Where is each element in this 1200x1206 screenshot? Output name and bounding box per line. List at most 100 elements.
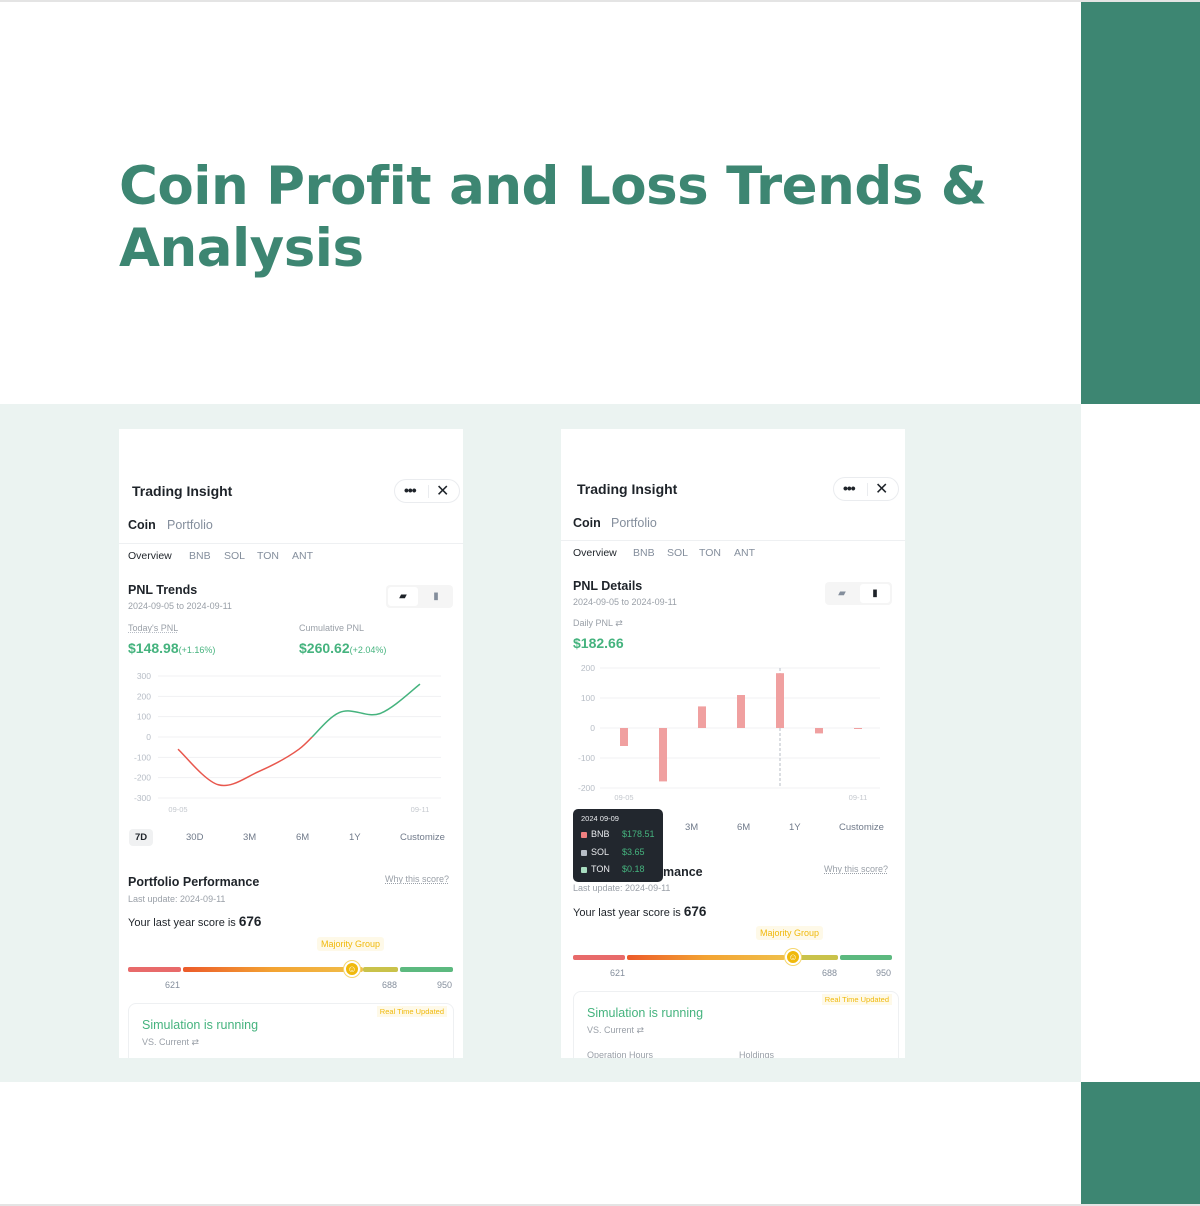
score-bar-high	[400, 967, 453, 972]
range-3m[interactable]: 3M	[685, 822, 699, 833]
section-title: PNL Trends	[128, 583, 198, 597]
pnl-bar	[698, 706, 706, 728]
score-bar-upper	[363, 967, 398, 972]
score-bar-low	[128, 967, 181, 972]
vs-current-toggle[interactable]: VS. Current ⇄	[142, 1037, 199, 1048]
tab-portfolio[interactable]: Portfolio	[611, 516, 657, 530]
subtab-bnb[interactable]: BNB	[189, 550, 211, 562]
header-actions: ••• ✕	[394, 479, 460, 503]
range-1y[interactable]: 1Y	[349, 832, 361, 843]
tab-portfolio[interactable]: Portfolio	[167, 518, 213, 532]
performance-title: mance	[663, 865, 703, 879]
x-tick-label: 09-11	[849, 793, 868, 802]
app-title: Trading Insight	[577, 481, 678, 497]
todays-pnl-label: Today's PNL	[128, 623, 179, 633]
y-tick-label: -100	[578, 753, 595, 763]
divider	[428, 485, 429, 498]
todays-pnl-amount: $148.98	[128, 640, 179, 656]
cumulative-pnl-label: Cumulative PNL	[299, 623, 365, 633]
close-icon[interactable]: ✕	[436, 483, 450, 500]
subtab-sol[interactable]: SOL	[667, 547, 689, 559]
y-tick-label: 100	[581, 693, 595, 703]
app-title: Trading Insight	[132, 483, 233, 499]
why-this-score-link[interactable]: Why this score?	[385, 874, 450, 884]
tooltip-date: 2024 09-09	[581, 814, 619, 823]
y-tick-label: -100	[134, 752, 151, 762]
why-this-score-link[interactable]: Why this score?	[824, 864, 889, 874]
simulation-status: Simulation is running	[142, 1018, 259, 1032]
chart-type-toggle[interactable]: ▰ ▮	[825, 582, 892, 605]
divider	[561, 540, 905, 541]
legend-swatch-sol	[581, 850, 587, 856]
subtab-ton[interactable]: TON	[257, 550, 279, 562]
range-3m[interactable]: 3M	[243, 832, 257, 843]
date-range: 2024-09-05 to 2024-09-11	[128, 601, 232, 611]
swap-icon: ⇄	[191, 1037, 200, 1047]
score-bar-mid	[627, 955, 785, 960]
cumulative-pnl-value: $260.62(+2.04%)	[299, 640, 386, 656]
subtab-overview[interactable]: Overview	[573, 547, 617, 559]
range-6m[interactable]: 6M	[296, 832, 310, 843]
daily-pnl-toggle[interactable]: Daily PNL ⇄	[573, 618, 623, 629]
y-tick-label: 300	[137, 671, 151, 681]
subtab-sol[interactable]: SOL	[224, 550, 246, 562]
tooltip-value: $3.65	[622, 847, 645, 857]
decor-block-top	[1081, 2, 1200, 404]
close-icon[interactable]: ✕	[875, 481, 889, 498]
range-customize[interactable]: Customize	[400, 832, 445, 843]
pnl-bar	[737, 695, 745, 728]
tooltip-value: $0.18	[622, 864, 645, 874]
score-bar-upper	[785, 955, 838, 960]
majority-group-badge: Majority Group	[317, 937, 385, 951]
subtab-bnb[interactable]: BNB	[633, 547, 655, 559]
daily-pnl-value: $182.66	[573, 635, 624, 651]
range-30d[interactable]: 30D	[186, 832, 204, 843]
y-tick-label: 200	[581, 663, 595, 673]
y-tick-label: -200	[578, 783, 595, 793]
range-6m[interactable]: 6M	[737, 822, 751, 833]
bar-chart-icon[interactable]: ▮	[433, 591, 439, 602]
cumulative-pnl-percent: (+2.04%)	[349, 645, 387, 655]
line-chart-icon[interactable]: ▰	[838, 588, 846, 599]
score-tick: 688	[382, 980, 398, 990]
page-title: Coin Profit and Loss Trends & Analysis	[119, 156, 987, 279]
vs-label: VS. Current	[142, 1037, 190, 1047]
tab-coin[interactable]: Coin	[128, 518, 156, 532]
majority-group-badge: Majority Group	[756, 926, 824, 940]
tab-coin[interactable]: Coin	[573, 516, 601, 530]
trading-insight-card-details: Trading Insight ••• ✕ Coin Portfolio Over…	[561, 429, 905, 1058]
vs-current-toggle[interactable]: VS. Current ⇄	[587, 1025, 644, 1036]
pnl-bar	[815, 728, 823, 734]
range-1y[interactable]: 1Y	[789, 822, 801, 833]
score-value: 676	[238, 914, 262, 929]
range-7d[interactable]: 7D	[129, 829, 154, 846]
trading-insight-card-trends: Trading Insight ••• ✕ Coin Portfolio Over…	[119, 429, 463, 1058]
score-text: Your last year score is	[128, 917, 236, 929]
bar-chart-icon[interactable]: ▮	[860, 584, 890, 603]
subtab-overview[interactable]: Overview	[128, 550, 172, 562]
pnl-bar	[620, 728, 628, 746]
vs-label: VS. Current	[587, 1025, 635, 1035]
cumulative-pnl-amount: $260.62	[299, 640, 350, 656]
score-value: 676	[683, 904, 707, 919]
score-marker-smile-icon: ☺	[785, 949, 801, 965]
pnl-line-chart: 300 200 100 0 -100 -200 -300 09-05 09-11	[134, 671, 441, 814]
y-tick-label: 0	[146, 732, 151, 742]
pnl-bar	[776, 673, 784, 728]
range-customize[interactable]: Customize	[839, 822, 884, 833]
line-chart-icon[interactable]: ▰	[388, 587, 418, 606]
score-bar-low	[573, 955, 625, 960]
legend-swatch-ton	[581, 867, 587, 873]
score-line: Your last year score is 676	[573, 904, 706, 919]
subtab-ant[interactable]: ANT	[734, 547, 755, 559]
more-horizontal-icon[interactable]: •••	[404, 482, 417, 498]
more-horizontal-icon[interactable]: •••	[843, 480, 856, 496]
chart-type-toggle[interactable]: ▰ ▮	[386, 585, 453, 608]
realtime-badge: Real Time Updated	[821, 994, 892, 1005]
simulation-status: Simulation is running	[587, 1006, 704, 1020]
section-title: PNL Details	[573, 579, 643, 593]
todays-pnl-value: $148.98(+1.16%)	[128, 640, 215, 656]
last-update: Last update: 2024-09-11	[573, 883, 671, 893]
subtab-ant[interactable]: ANT	[292, 550, 313, 562]
subtab-ton[interactable]: TON	[699, 547, 721, 559]
